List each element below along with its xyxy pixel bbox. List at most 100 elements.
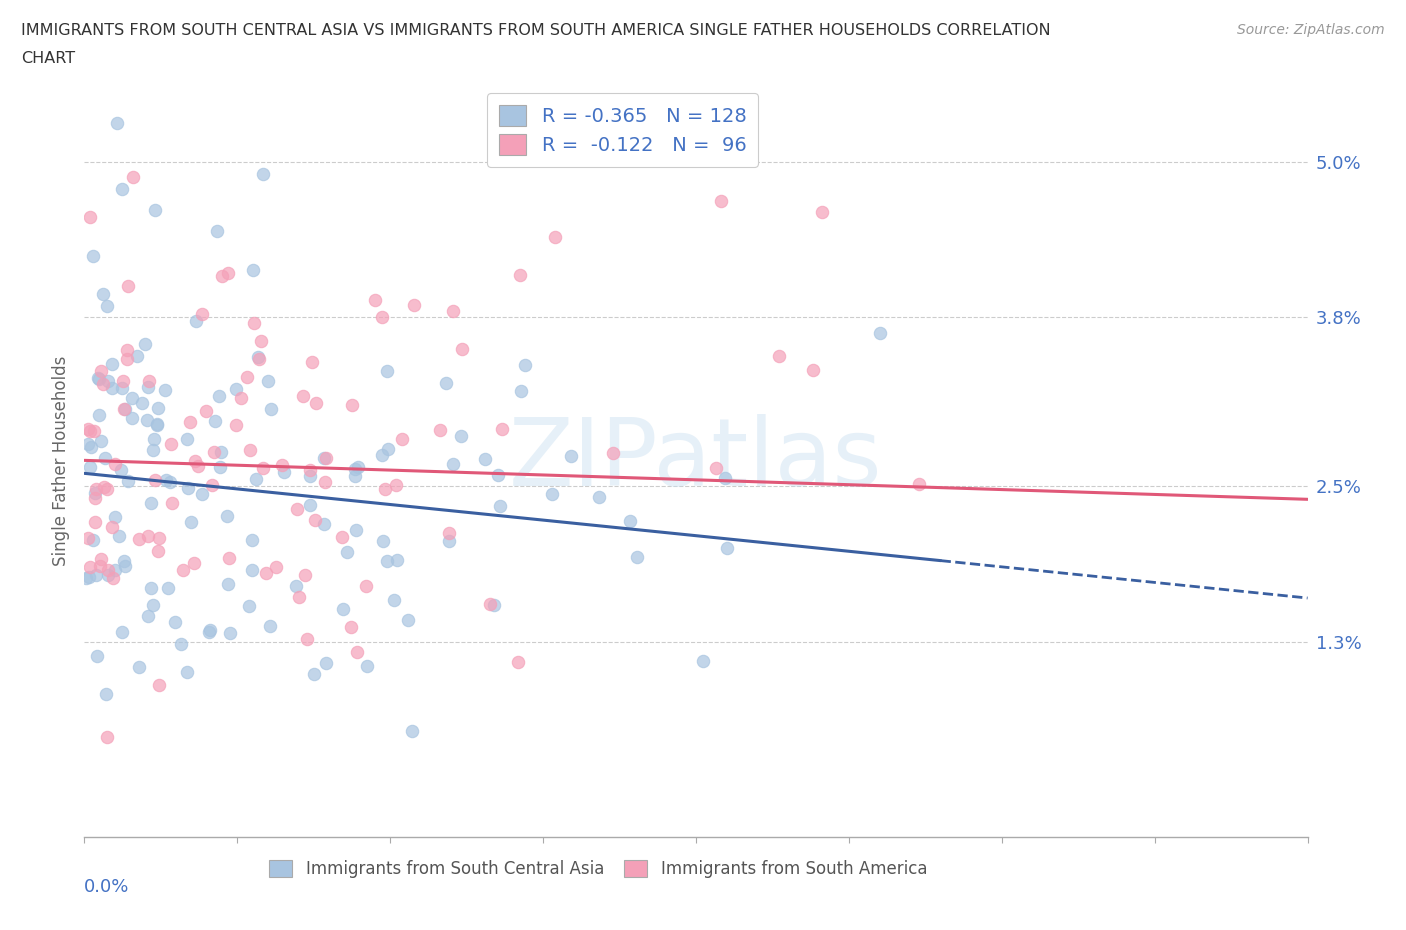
Point	[101, 380, 124, 395]
Point	[344, 523, 367, 538]
Point	[97, 567, 120, 582]
Point	[198, 622, 221, 637]
Point	[491, 422, 513, 437]
Point	[111, 373, 134, 388]
Point	[195, 404, 218, 418]
Point	[482, 598, 505, 613]
Point	[114, 402, 136, 417]
Point	[82, 533, 104, 548]
Point	[93, 480, 115, 495]
Point	[247, 350, 270, 365]
Point	[294, 567, 316, 582]
Legend: Immigrants from South Central Asia, Immigrants from South America: Immigrants from South Central Asia, Immi…	[263, 854, 934, 885]
Point	[172, 563, 194, 578]
Point	[208, 388, 231, 403]
Point	[474, 451, 496, 466]
Point	[225, 418, 247, 432]
Point	[115, 352, 138, 366]
Point	[79, 209, 101, 224]
Point	[122, 170, 145, 185]
Point	[371, 533, 394, 548]
Point	[209, 445, 232, 459]
Point	[374, 482, 396, 497]
Point	[619, 513, 641, 528]
Point	[160, 496, 183, 511]
Point	[450, 428, 472, 443]
Point	[285, 501, 308, 516]
Point	[266, 560, 288, 575]
Point	[509, 268, 531, 283]
Point	[121, 410, 143, 425]
Point	[117, 278, 139, 293]
Point	[340, 397, 363, 412]
Point	[177, 481, 200, 496]
Point	[96, 729, 118, 744]
Point	[356, 658, 378, 673]
Point	[125, 348, 148, 363]
Point	[810, 205, 832, 219]
Point	[83, 423, 105, 438]
Point	[243, 315, 266, 330]
Point	[869, 326, 891, 340]
Point	[225, 381, 247, 396]
Point	[89, 558, 111, 573]
Point	[354, 578, 377, 593]
Point	[87, 407, 110, 422]
Point	[714, 471, 737, 485]
Point	[157, 580, 180, 595]
Point	[602, 446, 624, 461]
Point	[114, 558, 136, 573]
Point	[239, 443, 262, 458]
Point	[155, 472, 177, 487]
Point	[211, 269, 233, 284]
Text: CHART: CHART	[21, 51, 75, 66]
Point	[304, 512, 326, 527]
Point	[288, 590, 311, 604]
Point	[340, 619, 363, 634]
Point	[716, 540, 738, 555]
Point	[155, 382, 177, 397]
Point	[136, 412, 159, 427]
Point	[183, 453, 205, 468]
Point	[231, 391, 253, 405]
Point	[96, 299, 118, 313]
Point	[332, 602, 354, 617]
Point	[128, 531, 150, 546]
Point	[117, 473, 139, 488]
Point	[384, 592, 406, 607]
Point	[184, 313, 207, 328]
Point	[344, 461, 367, 476]
Point	[79, 559, 101, 574]
Point	[240, 563, 263, 578]
Point	[97, 373, 120, 388]
Point	[163, 615, 186, 630]
Point	[209, 459, 232, 474]
Point	[217, 266, 239, 281]
Point	[96, 482, 118, 497]
Point	[90, 552, 112, 567]
Point	[908, 477, 931, 492]
Point	[441, 304, 464, 319]
Point	[104, 457, 127, 472]
Point	[312, 450, 335, 465]
Point	[190, 486, 212, 501]
Point	[375, 553, 398, 568]
Point	[439, 525, 461, 540]
Point	[187, 459, 209, 474]
Point	[159, 474, 181, 489]
Point	[84, 514, 107, 529]
Point	[544, 230, 567, 245]
Point	[710, 193, 733, 208]
Point	[90, 433, 112, 448]
Point	[284, 579, 307, 594]
Point	[201, 478, 224, 493]
Point	[202, 445, 225, 459]
Point	[145, 417, 167, 432]
Point	[176, 665, 198, 680]
Point	[302, 666, 325, 681]
Point	[146, 400, 169, 415]
Point	[86, 648, 108, 663]
Point	[90, 364, 112, 379]
Point	[87, 371, 110, 386]
Point	[77, 570, 100, 585]
